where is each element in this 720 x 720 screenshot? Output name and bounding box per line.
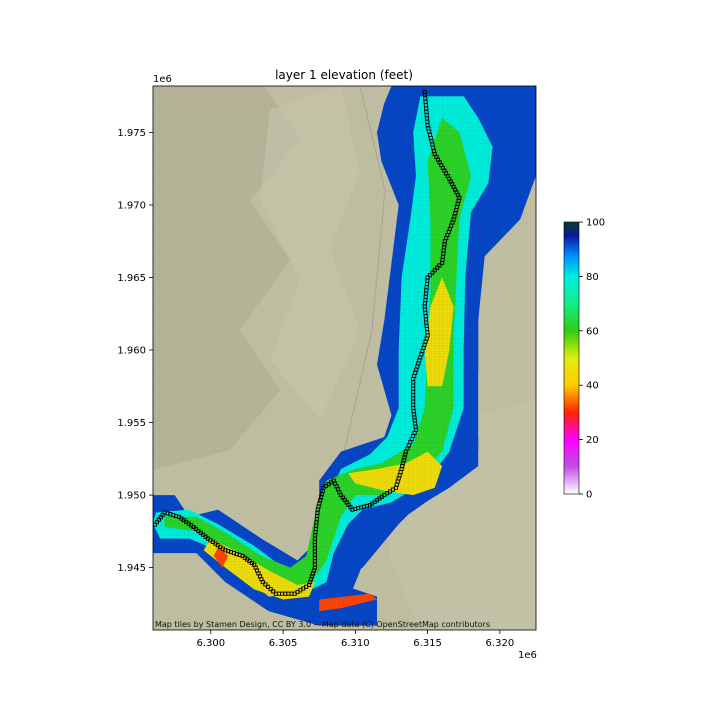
plot-area: Map tiles by Stamen Design, CC BY 3.0 --… [152,85,537,631]
colorbar-tick-label: 60 [586,326,599,337]
y-tick-label: 1.960 [117,346,146,357]
x-tick-label: 6.300 [196,638,225,649]
colorbar-tick-label: 20 [586,435,599,446]
chart-title: layer 1 elevation (feet) [275,68,413,82]
x-tick-label: 6.320 [486,638,515,649]
model-grid-cells [424,277,454,387]
colorbar-tick-label: 80 [586,272,599,283]
river-cell [432,268,437,273]
colorbar-tick-label: 40 [586,381,599,392]
river-cells [153,89,462,596]
colorbar: 0 20 40 60 80 100 [563,218,605,501]
x-tick-label: 6.310 [341,638,370,649]
colorbar-tick-label: 100 [586,218,605,229]
y-tick-label: 1.945 [117,563,146,574]
y-tick-label: 1.950 [117,491,146,502]
y-tick-label: 1.955 [117,418,146,429]
attribution-text: Map tiles by Stamen Design, CC BY 3.0 --… [155,620,490,629]
colorbar-ramp [563,221,580,495]
colorbar-tick-label: 0 [586,490,592,501]
river-cell [265,584,271,589]
river-cell [430,270,435,275]
y-tick-label: 1.975 [117,128,146,139]
model-grid-cells [213,547,229,568]
river-cell [273,591,278,596]
x-axis: 6.300 6.305 6.310 6.315 6.320 [196,630,514,649]
river-cell [437,263,442,268]
river-cell [263,582,268,587]
y-offset-label: 1e6 [153,74,172,85]
axes-frame [152,85,537,631]
river-cell [440,260,445,266]
model-grid-cells [348,451,443,496]
y-tick-label: 1.970 [117,200,146,211]
x-tick-label: 6.315 [413,638,442,649]
x-tick-label: 6.305 [269,638,298,649]
river-cell [427,273,433,278]
river-cell [268,587,273,592]
colorbar-ticks: 0 20 40 60 80 100 [579,218,605,501]
x-offset-label: 1e6 [518,650,537,661]
y-tick-label: 1.965 [117,273,146,284]
model-grid-cells [319,593,377,612]
river-cell [271,589,276,594]
river-cell [435,265,440,270]
y-axis: 1.945 1.950 1.955 1.960 1.965 1.970 1.975 [117,128,153,574]
